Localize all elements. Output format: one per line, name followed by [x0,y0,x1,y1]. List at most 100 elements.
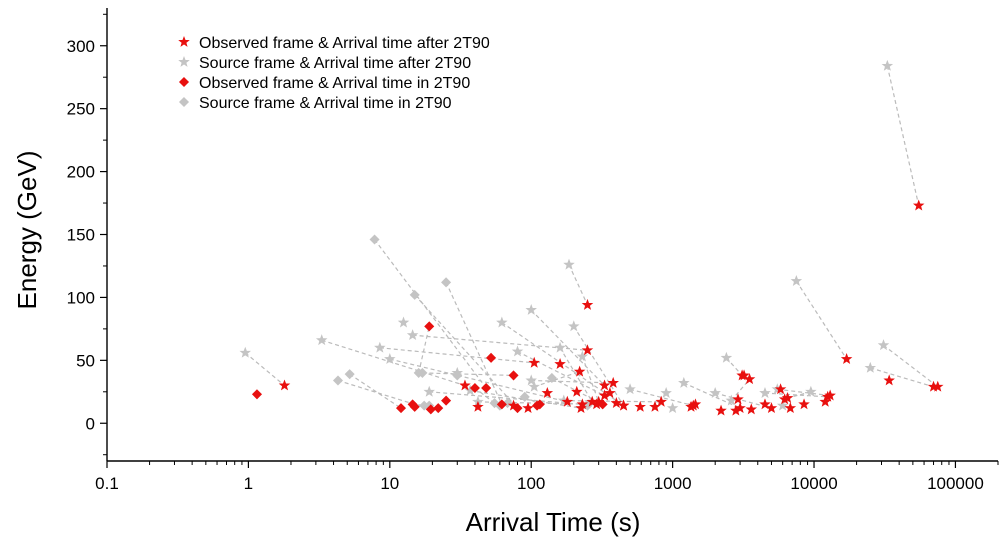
observed-star-point [798,398,810,410]
connector-line [534,371,580,388]
connector-line [563,400,662,403]
source-star-point [709,386,721,398]
legend-label: Observed frame & Arrival time in 2T90 [199,75,470,92]
observed-diamond-point [424,321,435,332]
connector-line [389,358,568,403]
connector-line [886,65,920,206]
connector-line [683,382,741,409]
connector-line [530,309,605,386]
observed-star-point [819,395,831,407]
x-tick-label: 1000 [654,474,692,493]
legend: Observed frame & Arrival time after 2T90… [178,35,490,112]
source-star-point [864,361,877,373]
source-star-point [576,350,589,362]
legend-diamond-marker [178,96,190,108]
source-star-point [397,316,410,328]
source-diamond-point [409,289,420,300]
connector-line [795,280,848,360]
observed-diamond-point [496,399,507,410]
connector-line [715,392,772,409]
observed-star-point [607,376,619,388]
observed-star-point [581,344,594,356]
source-star-point [624,383,636,395]
source-star-point [805,385,817,397]
observed-star-point [774,383,787,395]
observed-star-point [561,395,574,407]
source-diamond-point [417,367,428,378]
observed-star-point [759,398,771,410]
source-star-point [678,376,690,388]
x-tick-label: 100 [517,474,545,493]
y-tick-label: 150 [67,226,95,245]
y-tick-label: 50 [76,351,95,370]
axes: 0 50 100 150 200 250 300 0.1 1 10 100 1000 10000 1000… [67,8,999,493]
observed-star-point [617,399,630,411]
source-star-point [563,258,575,270]
observed-star-point [655,395,667,407]
observed-star-point [932,380,944,392]
observed-star-point [912,199,925,211]
connector-line [337,379,432,410]
observed-star-point [573,365,586,377]
legend-star-marker [178,55,190,67]
source-diamond-point [502,398,513,409]
observed-star-point [278,379,291,391]
legend-diamond-marker [178,76,190,88]
source-diamond-point [369,234,380,245]
source-star-point [776,399,789,411]
connector-line [422,372,514,377]
source-star-point [666,402,679,414]
connector-line [321,339,466,387]
observed-star-point [824,389,836,401]
source-diamond-point [519,391,530,402]
source-star-point [720,351,733,363]
connector-line [764,392,828,398]
x-axis-title: Arrival Time (s) [466,507,641,537]
observed-star-point [571,385,583,397]
observed-diamond-point [469,382,480,394]
connector-line [568,264,589,306]
connector-line [349,373,402,409]
connector-line [374,239,487,389]
data-points [239,59,944,416]
observed-star-point [528,356,540,368]
y-tick-label: 300 [67,37,95,56]
observed-star-point [738,369,750,381]
source-star-point [315,334,328,346]
observed-star-point [472,400,484,412]
source-star-point [374,341,386,353]
observed-star-point [732,393,744,405]
observed-star-point [689,398,702,410]
y-tick-label: 250 [67,100,95,119]
source-star-point [406,329,419,341]
observed-diamond-point [395,403,407,414]
x-tick-label: 10000 [790,474,837,493]
source-star-point [568,320,580,332]
source-diamond-point [546,372,557,383]
observed-diamond-point [508,370,519,381]
source-star-point [525,303,537,315]
connector-line [418,326,430,374]
observed-diamond-point [251,389,263,400]
observed-star-point [598,379,611,391]
legend-label: Source frame & Arrival time after 2T90 [199,55,471,72]
connector-line [883,344,939,388]
observed-diamond-point [409,401,420,412]
y-tick-label: 100 [67,288,95,307]
observed-star-point [730,404,742,416]
legend-label: Observed frame & Arrival time after 2T90 [199,35,490,52]
connector-line [559,347,593,403]
observed-diamond-point [597,399,608,410]
connector-line [573,326,625,406]
source-star-point [496,316,508,328]
source-diamond-point [419,400,430,411]
observed-diamond-point [433,403,444,414]
observed-diamond-point [532,400,543,411]
connector-line [629,388,694,407]
observed-star-point [840,353,853,364]
observed-diamond-point [481,382,492,394]
observed-star-point [554,358,566,370]
source-star-point [239,346,252,358]
y-tick-label: 0 [86,414,95,433]
